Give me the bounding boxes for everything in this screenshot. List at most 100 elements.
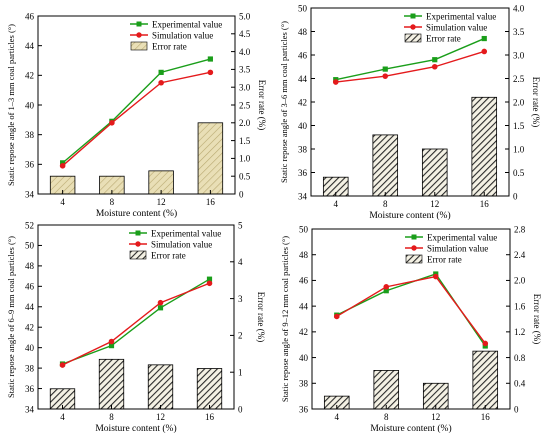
x-tick-label: 4 [60,197,65,207]
x-axis-title: Moisture content (%) [369,210,450,221]
y2-tick-label: 0.5 [239,172,251,182]
error-rate-bar [372,134,399,197]
x-tick-label: 12 [157,197,166,207]
simulation-point [158,79,164,86]
y-tick-label: 50 [299,224,309,234]
experimental-point [432,57,438,63]
x-tick-label: 4 [60,412,65,422]
y2-tick-label: 2.0 [513,97,525,107]
y2-tick-label: 0 [514,404,519,414]
x-axis-title: Moisture content (%) [95,423,176,434]
legend-simulation-marker [410,24,416,30]
y2-tick-label: 0.5 [513,168,525,178]
y-tick-label: 38 [299,379,309,389]
experimental-point [383,288,389,294]
plot-frame [37,224,235,410]
simulation-point [482,340,489,347]
y2-tick-label: 4 [238,257,243,267]
x-tick-label: 8 [109,412,114,422]
y2-tick-label: 3.5 [239,65,251,75]
x-tick-label: 16 [206,197,216,207]
y2-axis-title: Error rate (%) [257,80,267,130]
simulation-point [109,120,115,126]
y2-tick-label: 3 [238,294,243,304]
x-tick-label: 8 [383,199,388,209]
y2-tick-label: 0 [513,191,518,201]
y-tick-label: 48 [298,27,308,37]
y2-axis-title: Error rate (%) [532,294,542,344]
y-tick-label: 44 [25,302,35,312]
y2-tick-label: 4.0 [239,47,251,57]
experimental-point [207,56,213,62]
error-rate-bar [472,350,499,410]
plot-frame [311,228,511,410]
legend-experimental-marker [136,21,142,27]
y2-axis-title: Error rate (%) [531,77,541,127]
error-rate-bar [421,148,448,197]
simulation-point [207,69,214,76]
experimental-line [336,273,486,347]
y-tick-label: 50 [298,3,308,13]
simulation-point [108,338,115,345]
legend-label: Error rate [427,254,462,264]
legend-simulation-marker [136,32,142,38]
legend-label: Experimental value [152,19,222,29]
y-tick-label: 44 [299,301,309,311]
legend-error-rate-swatch [130,41,148,51]
experimental-line [335,37,485,81]
error-rate-bar [471,96,498,197]
legend-simulation-marker [411,245,417,251]
y2-tick-label: 2.8 [514,224,526,234]
y2-tick-label: 3.5 [513,27,525,37]
y-tick-label: 40 [298,121,308,131]
legend-label: Simulation value [427,243,488,253]
chart-panel-2: 34363840424446485000.51.01.52.02.53.03.5… [279,3,541,221]
y-axis-title: Static repose angle of 9–12 mm coal part… [280,236,290,402]
error-rate-bar [98,358,125,410]
x-axis-title: Moisture content (%) [96,208,177,219]
y2-tick-label: 2.5 [239,100,251,110]
experimental-point [158,69,164,75]
y2-tick-label: 2.4 [514,250,526,260]
simulation-line [336,275,486,344]
simulation-point [431,63,438,70]
experimental-point [481,35,487,42]
simulation-point [383,284,390,290]
y-tick-label: 38 [25,363,35,373]
chart-panel-1: 34 36 38 40 42 44 46 0 0.5 1.0 1.5 2.0 2.5 3.0 3.5 4.0 4… [6,11,267,219]
x-axis-title: Moisture content (%) [370,423,451,434]
y-axis-title: Static repose angle of 3–6 mm coal parti… [279,21,289,183]
y2-tick-label: 4.0 [513,3,525,13]
y2-tick-label: 0 [239,189,244,199]
experimental-point [108,343,115,349]
x-tick-label: 8 [384,412,389,422]
y-tick-label: 34 [25,404,35,414]
experimental-point [382,66,388,72]
y2-tick-label: 2 [238,331,243,341]
error-rate-bar [422,382,449,410]
y-tick-label: 46 [25,11,35,21]
legend-label: Error rate [152,41,187,51]
y2-tick-label: 1.2 [514,327,525,337]
x-tick-label: 16 [205,412,215,422]
simulation-point [59,163,66,169]
simulation-point [59,362,66,368]
simulation-line [62,282,210,366]
y-tick-label: 46 [25,282,35,292]
y-tick-label: 42 [25,323,34,333]
y2-tick-label: 1.5 [239,136,251,146]
y-tick-label: 48 [25,261,35,271]
y-tick-label: 34 [25,189,35,199]
simulation-point [432,273,439,280]
y-tick-label: 42 [25,71,34,81]
y-tick-label: 38 [298,144,308,154]
x-tick-label: 16 [481,412,491,422]
y-tick-label: 42 [299,327,308,337]
error-rate-bar [197,122,224,195]
y2-tick-label: 1.6 [514,301,526,311]
experimental-point [60,160,66,166]
y2-tick-label: 4.5 [239,29,251,39]
